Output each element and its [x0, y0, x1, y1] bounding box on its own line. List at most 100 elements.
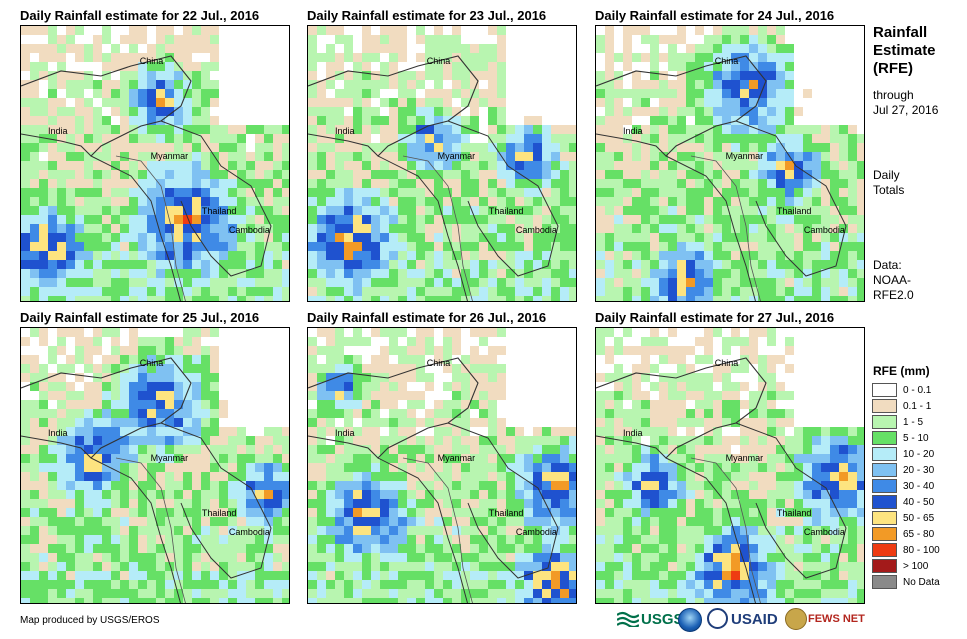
rain-cell [398, 445, 407, 454]
rain-cell [596, 188, 605, 197]
rain-cell [731, 170, 740, 179]
rain-cell [596, 391, 605, 400]
rain-cell [623, 170, 632, 179]
rain-cell [461, 355, 470, 364]
rain-cell [344, 355, 353, 364]
rain-cell [839, 251, 848, 260]
rain-cell [93, 107, 102, 116]
rain-cell [452, 508, 461, 517]
rain-cell [812, 134, 821, 143]
rain-cell [542, 490, 551, 499]
rain-cell [704, 346, 713, 355]
rain-cell [156, 490, 165, 499]
rain-cell [659, 152, 668, 161]
rain-cell [174, 364, 183, 373]
rain-cell [407, 116, 416, 125]
rain-cell [776, 188, 785, 197]
rain-cell [533, 260, 542, 269]
rain-cell [353, 233, 362, 242]
rain-cell [596, 418, 605, 427]
rain-cell [308, 427, 317, 436]
rain-cell [380, 364, 389, 373]
rain-cell [452, 409, 461, 418]
rain-cell [524, 161, 533, 170]
rain-cell [192, 287, 201, 296]
rain-cell [75, 436, 84, 445]
rain-cell [506, 296, 515, 301]
rain-cell [102, 418, 111, 427]
rain-cell [362, 197, 371, 206]
rain-cell [398, 80, 407, 89]
rain-cell [407, 427, 416, 436]
rain-cell [371, 526, 380, 535]
rain-cell [282, 215, 289, 224]
rain-cell [803, 499, 812, 508]
rain-cell [335, 580, 344, 589]
rain-cell [174, 598, 183, 603]
rain-cell [812, 251, 821, 260]
rain-cell [317, 508, 326, 517]
rain-cell [326, 508, 335, 517]
rain-cell [75, 251, 84, 260]
rain-cell [66, 188, 75, 197]
rain-cell [317, 125, 326, 134]
rain-cell [452, 161, 461, 170]
rain-cell [308, 490, 317, 499]
rain-cell [111, 589, 120, 598]
rain-cell [560, 562, 569, 571]
rain-cell [749, 179, 758, 188]
rain-cell [479, 481, 488, 490]
rain-cell [66, 35, 75, 44]
rain-cell [192, 418, 201, 427]
rain-cell [524, 562, 533, 571]
rain-cell [785, 508, 794, 517]
rain-cell [308, 562, 317, 571]
rain-cell [192, 188, 201, 197]
rain-cell [524, 206, 533, 215]
rain-cell [389, 26, 398, 35]
rain-cell [192, 80, 201, 89]
rain-cell [434, 571, 443, 580]
rain-cell [722, 400, 731, 409]
rain-cell [695, 278, 704, 287]
rain-cell [282, 188, 289, 197]
rain-cell [533, 598, 542, 603]
rain-cell [731, 107, 740, 116]
rain-cell [434, 589, 443, 598]
rain-cell [335, 53, 344, 62]
rain-cell [542, 526, 551, 535]
rain-cell [794, 188, 803, 197]
rain-cell [569, 170, 576, 179]
rain-cell [830, 463, 839, 472]
rain-cell [425, 116, 434, 125]
rain-cell [506, 152, 515, 161]
rain-cell [848, 472, 857, 481]
rain-cell [192, 445, 201, 454]
rain-cell [713, 71, 722, 80]
rain-cell [156, 562, 165, 571]
rain-cell [282, 562, 289, 571]
rain-cell [497, 589, 506, 598]
rain-cell [695, 152, 704, 161]
rain-cell [273, 508, 282, 517]
rain-cell [839, 553, 848, 562]
rain-cell [533, 508, 542, 517]
rain-cell [785, 517, 794, 526]
rain-cell [776, 391, 785, 400]
rain-cell [407, 224, 416, 233]
rain-cell [57, 481, 66, 490]
rain-cell [857, 197, 864, 206]
rain-cell [821, 445, 830, 454]
rain-cell [246, 589, 255, 598]
rain-cell [479, 161, 488, 170]
rain-cell [767, 445, 776, 454]
rain-cell [713, 589, 722, 598]
rain-cell [704, 463, 713, 472]
rain-cell [192, 161, 201, 170]
rain-cell [506, 143, 515, 152]
rain-cell [461, 71, 470, 80]
rain-cell [623, 517, 632, 526]
rain-cell [704, 296, 713, 301]
rain-cell [21, 26, 30, 35]
rain-cell [641, 26, 650, 35]
